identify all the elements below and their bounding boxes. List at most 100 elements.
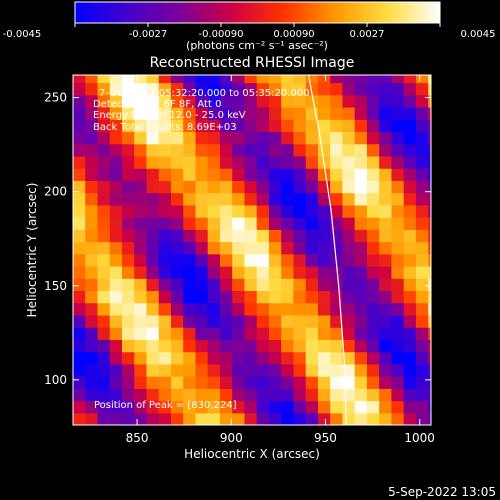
heatmap-cell [207, 327, 221, 340]
heatmap-cell [305, 217, 319, 230]
heatmap-cell [281, 192, 295, 206]
heatmap-cell [403, 106, 417, 120]
heatmap-cell [268, 180, 282, 194]
heatmap-cell [121, 412, 135, 425]
plot-frame [72, 74, 432, 426]
heatmap-cell [354, 204, 368, 218]
heatmap-cell [317, 412, 331, 425]
heatmap-cell [73, 278, 86, 292]
heatmap-cell [305, 265, 319, 279]
heatmap-cell [195, 180, 209, 194]
heatmap-cell [232, 400, 246, 414]
heatmap-cell [232, 339, 246, 353]
heatmap-cell [170, 290, 184, 304]
heatmap-cell [170, 339, 184, 353]
heatmap-cell [354, 106, 368, 120]
heatmap-cell [207, 290, 221, 304]
heatmap-cell [342, 75, 356, 84]
heatmap-cell [268, 229, 282, 243]
heatmap-cell [146, 253, 160, 267]
heatmap-cell [183, 376, 197, 389]
heatmap-cell [170, 376, 184, 389]
heatmap-cell [293, 339, 307, 353]
heatmap-cell [403, 94, 417, 108]
heatmap-cell [293, 192, 307, 206]
heatmap-cell [317, 253, 331, 267]
heatmap-cell [428, 302, 431, 316]
heatmap-cell [305, 241, 319, 255]
heatmap-cell [428, 82, 431, 96]
heatmap-cell [170, 155, 184, 169]
heatmap-cell [207, 106, 221, 120]
heatmap-cell [354, 388, 368, 402]
heatmap-cell [354, 82, 368, 96]
heatmap-cell [305, 290, 319, 304]
heatmap-cell [97, 217, 111, 230]
heatmap-cell [158, 253, 172, 267]
heatmap-cell [428, 131, 431, 145]
heatmap-cell [146, 119, 160, 133]
heatmap-cell [391, 82, 405, 96]
heatmap-cell [391, 302, 405, 316]
heatmap-cell [428, 314, 431, 328]
heatmap-cell [403, 241, 417, 255]
heatmap-cell [85, 327, 99, 340]
heatmap-cell [256, 376, 270, 389]
heatmap-cell [354, 119, 368, 133]
heatmap-cell [268, 265, 282, 279]
heatmap-cell [354, 290, 368, 304]
heatmap-cell [195, 155, 209, 169]
heatmap-cell [109, 351, 123, 365]
heatmap-cell [317, 265, 331, 279]
heatmap-cell [109, 363, 123, 377]
heatmap-cell [330, 327, 344, 340]
heatmap-cell [219, 119, 233, 133]
heatmap-cell [146, 400, 160, 414]
heatmap-cell [379, 253, 393, 267]
heatmap-cell [330, 376, 344, 389]
heatmap-cell [85, 229, 99, 243]
heatmap-cell [219, 75, 233, 84]
heatmap-cell [354, 302, 368, 316]
heatmap-cell [232, 155, 246, 169]
heatmap-cell [97, 412, 111, 425]
heatmap-cell [354, 217, 368, 230]
heatmap-cell [158, 241, 172, 255]
heatmap-cell [146, 339, 160, 353]
heatmap-cell [379, 278, 393, 292]
heatmap-cell [281, 339, 295, 353]
heatmap-cell [134, 143, 148, 157]
heatmap-cell [379, 388, 393, 402]
heatmap-cell [391, 106, 405, 120]
heatmap-cell [183, 314, 197, 328]
heatmap-cell [366, 351, 380, 365]
heatmap-cell [134, 131, 148, 145]
heatmap-cell [244, 241, 258, 255]
heatmap-cell [305, 168, 319, 181]
heatmap-cell [73, 388, 86, 402]
heatmap-cell [330, 155, 344, 169]
heatmap-cell [428, 168, 431, 181]
heatmap-cell [109, 155, 123, 169]
heatmap-cell [317, 217, 331, 230]
heatmap-cell [366, 82, 380, 96]
heatmap-cell [330, 363, 344, 377]
heatmap-cell [97, 204, 111, 218]
heatmap-cell [415, 119, 429, 133]
colorbar-tick-label: 0.00090 [273, 29, 314, 40]
heatmap-cell [330, 168, 344, 181]
heatmap-cell [330, 351, 344, 365]
heatmap-cell [158, 412, 172, 425]
heatmap-cell [219, 314, 233, 328]
heatmap-cell [73, 82, 86, 96]
heatmap-cell [134, 106, 148, 120]
heatmap-cell [342, 327, 356, 340]
heatmap-cell [232, 168, 246, 181]
heatmap-cell [244, 82, 258, 96]
heatmap-cell [244, 131, 258, 145]
heatmap-cell [85, 180, 99, 194]
heatmap-cell [415, 253, 429, 267]
heatmap-cell [403, 412, 417, 425]
heatmap-cell [158, 339, 172, 353]
x-tick-label: 900 [220, 431, 243, 445]
